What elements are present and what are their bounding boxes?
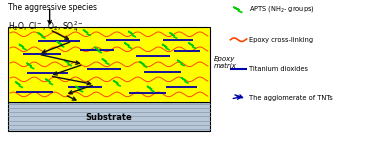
- Text: Titanium dioxides: Titanium dioxides: [249, 66, 308, 72]
- Text: Epoxy
matrix: Epoxy matrix: [214, 56, 237, 69]
- Bar: [8, 102, 210, 131]
- Bar: [8, 27, 210, 102]
- Text: Epoxy cross-linking: Epoxy cross-linking: [249, 37, 313, 43]
- Text: The agglomerate of TNTs: The agglomerate of TNTs: [249, 95, 333, 101]
- Text: APTS (NH$_2$- groups): APTS (NH$_2$- groups): [249, 4, 315, 14]
- Text: H$_2$O, Cl$^-$, O$_2$, SO$_4^{2-}$: H$_2$O, Cl$^-$, O$_2$, SO$_4^{2-}$: [8, 19, 84, 34]
- Text: The aggressive species: The aggressive species: [8, 3, 97, 12]
- Text: Substrate: Substrate: [85, 113, 132, 122]
